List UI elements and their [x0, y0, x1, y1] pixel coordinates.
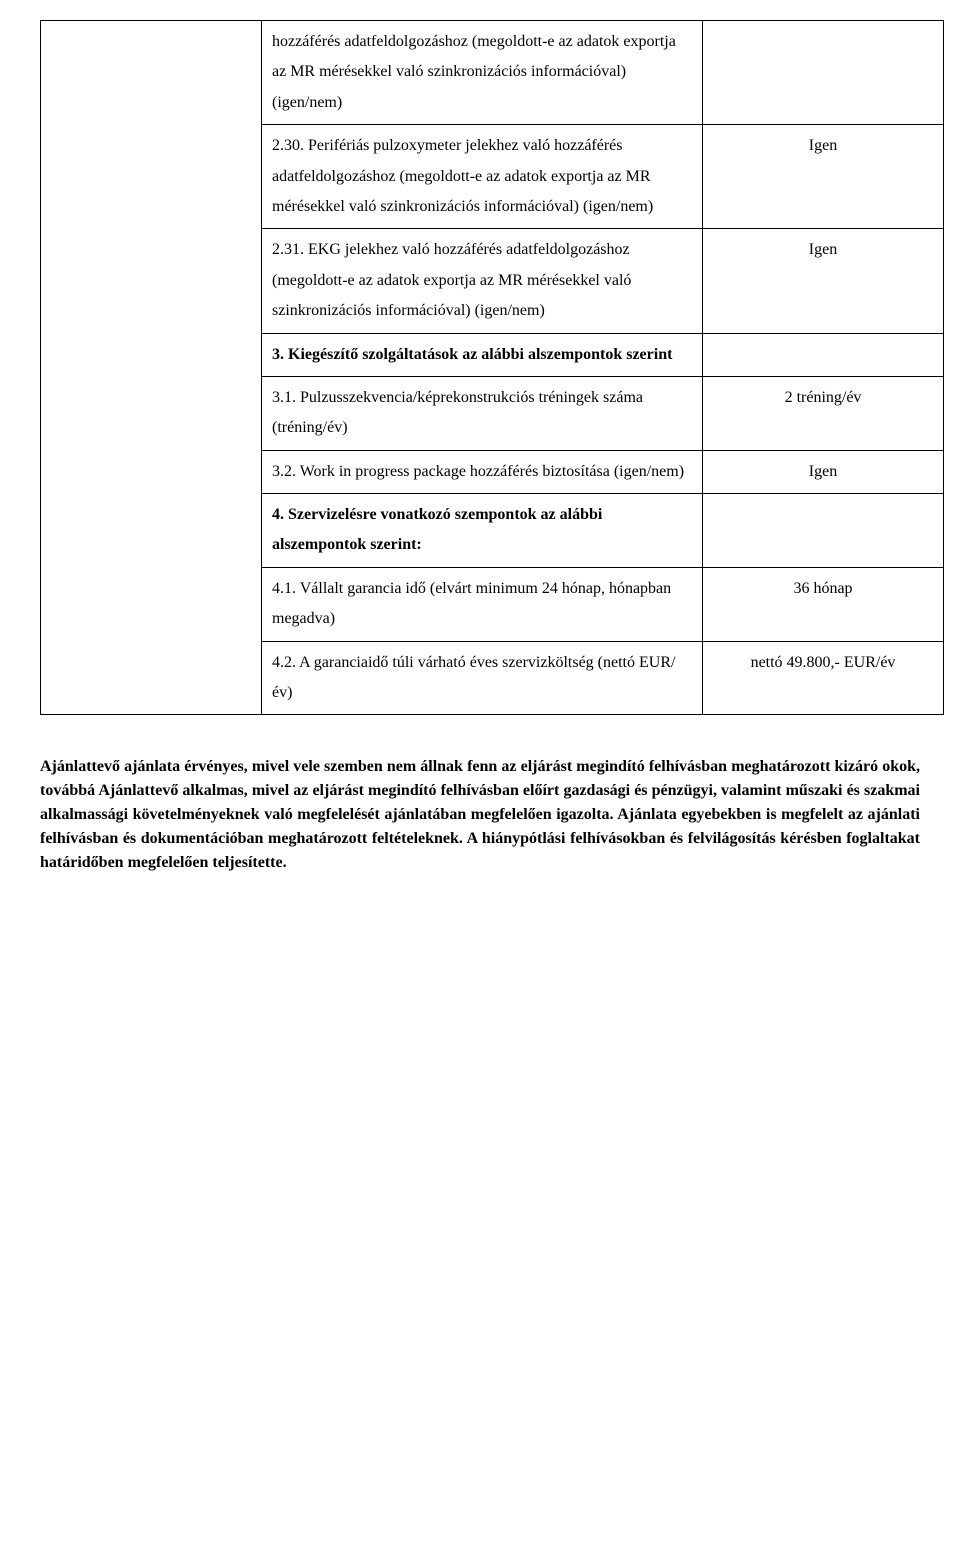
- criteria-cell: 2.30. Perifériás pulzoxymeter jelekhez v…: [262, 125, 703, 229]
- criteria-cell: 2.31. EKG jelekhez való hozzáférés adatf…: [262, 229, 703, 333]
- value-cell: Igen: [703, 229, 944, 333]
- criteria-cell: 4. Szervizelésre vonatkozó szempontok az…: [262, 494, 703, 568]
- criteria-cell: hozzáférés adatfeldolgozáshoz (megoldott…: [262, 21, 703, 125]
- criteria-text: 3.1. Pulzusszekvencia/képrekonstrukciós …: [272, 389, 643, 436]
- value-cell: [703, 21, 944, 125]
- criteria-text: 4. Szervizelésre vonatkozó szempontok az…: [272, 506, 602, 553]
- value-text: nettó 49.800,- EUR/év: [751, 654, 896, 671]
- criteria-text: 4.2. A garanciaidő túli várható éves sze…: [272, 654, 675, 701]
- criteria-text: 4.1. Vállalt garancia idő (elvárt minimu…: [272, 580, 671, 627]
- value-cell: [703, 494, 944, 568]
- value-cell: 36 hónap: [703, 567, 944, 641]
- table-row: hozzáférés adatfeldolgozáshoz (megoldott…: [41, 21, 944, 125]
- criteria-cell: 3.1. Pulzusszekvencia/képrekonstrukciós …: [262, 376, 703, 450]
- criteria-cell: 3.2. Work in progress package hozzáférés…: [262, 450, 703, 493]
- left-spanning-cell: [41, 21, 262, 715]
- value-text: Igen: [809, 241, 837, 258]
- table-body: hozzáférés adatfeldolgozáshoz (megoldott…: [41, 21, 944, 715]
- criteria-cell: 4.2. A garanciaidő túli várható éves sze…: [262, 641, 703, 715]
- value-cell: [703, 333, 944, 376]
- criteria-text: 2.30. Perifériás pulzoxymeter jelekhez v…: [272, 137, 653, 215]
- criteria-cell: 4.1. Vállalt garancia idő (elvárt minimu…: [262, 567, 703, 641]
- criteria-text: 3.2. Work in progress package hozzáférés…: [272, 463, 684, 480]
- page-container: hozzáférés adatfeldolgozáshoz (megoldott…: [0, 0, 960, 931]
- criteria-text: 3. Kiegészítő szolgáltatások az alábbi a…: [272, 346, 672, 363]
- value-text: Igen: [809, 137, 837, 154]
- value-text: 2 tréning/év: [785, 389, 862, 406]
- summary-text: Ajánlattevő ajánlata érvényes, mivel vel…: [40, 758, 920, 871]
- value-cell: Igen: [703, 125, 944, 229]
- criteria-text: hozzáférés adatfeldolgozáshoz (megoldott…: [272, 33, 676, 111]
- value-cell: 2 tréning/év: [703, 376, 944, 450]
- value-cell: Igen: [703, 450, 944, 493]
- criteria-table: hozzáférés adatfeldolgozáshoz (megoldott…: [40, 20, 944, 715]
- criteria-text: 2.31. EKG jelekhez való hozzáférés adatf…: [272, 241, 631, 319]
- value-text: Igen: [809, 463, 837, 480]
- summary-paragraph: Ajánlattevő ajánlata érvényes, mivel vel…: [40, 755, 920, 875]
- value-cell: nettó 49.800,- EUR/év: [703, 641, 944, 715]
- criteria-cell: 3. Kiegészítő szolgáltatások az alábbi a…: [262, 333, 703, 376]
- value-text: 36 hónap: [793, 580, 852, 597]
